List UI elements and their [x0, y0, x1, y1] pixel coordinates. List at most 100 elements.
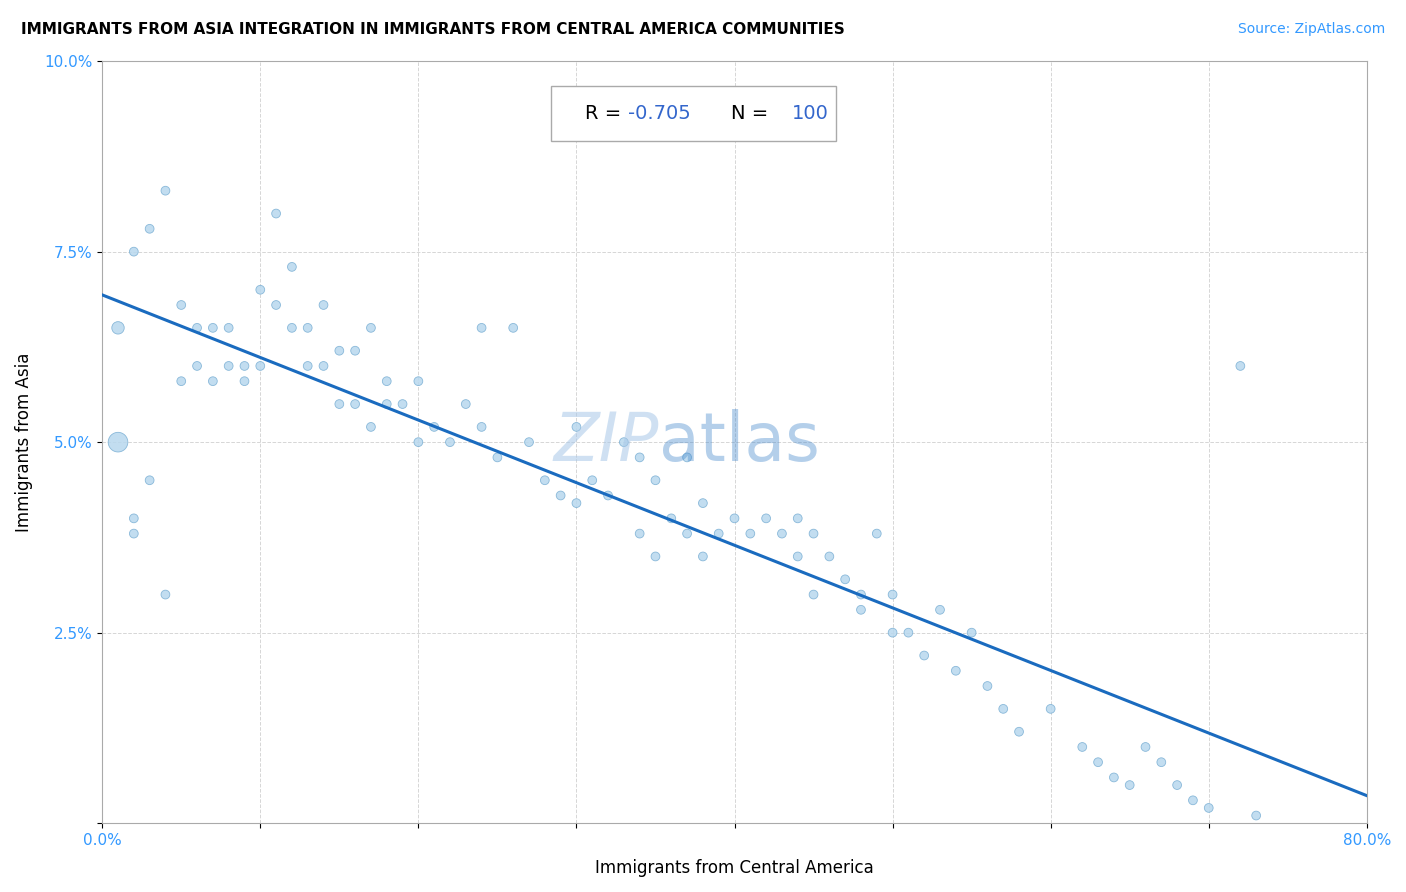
Text: R =: R =: [585, 104, 627, 123]
Point: [581, 473, 603, 487]
Point: [692, 549, 714, 564]
Point: [1198, 801, 1220, 815]
Point: [993, 702, 1015, 716]
Point: [155, 184, 177, 198]
Point: [375, 374, 398, 388]
Point: [344, 343, 367, 358]
Point: [360, 321, 382, 335]
Point: [1039, 702, 1062, 716]
Point: [849, 603, 872, 617]
Point: [122, 244, 145, 259]
Point: [201, 321, 224, 335]
Point: [644, 549, 666, 564]
Point: [533, 473, 555, 487]
Point: [882, 588, 904, 602]
Point: [628, 526, 651, 541]
Point: [155, 588, 177, 602]
Point: [740, 526, 762, 541]
Text: ZIP: ZIP: [553, 409, 658, 475]
Point: [439, 435, 461, 450]
Point: [834, 572, 856, 586]
Point: [297, 321, 319, 335]
Point: [897, 625, 920, 640]
Point: [803, 526, 825, 541]
Point: [1135, 739, 1157, 754]
Point: [550, 488, 572, 502]
Point: [517, 435, 540, 450]
Point: [122, 511, 145, 525]
Point: [454, 397, 477, 411]
Point: [218, 321, 240, 335]
Point: [1087, 755, 1109, 769]
Text: IMMIGRANTS FROM ASIA INTEGRATION IN IMMIGRANTS FROM CENTRAL AMERICA COMMUNITIES: IMMIGRANTS FROM ASIA INTEGRATION IN IMMI…: [21, 22, 845, 37]
Point: [1008, 724, 1031, 739]
Point: [170, 374, 193, 388]
Point: [692, 496, 714, 510]
Point: [866, 526, 889, 541]
Point: [201, 374, 224, 388]
Point: [1244, 808, 1267, 822]
Point: [233, 374, 256, 388]
Point: [170, 298, 193, 312]
Point: [596, 488, 619, 502]
Text: N =: N =: [731, 104, 775, 123]
Point: [107, 321, 129, 335]
Text: -0.705: -0.705: [627, 104, 690, 123]
Point: [312, 359, 335, 373]
Point: [1181, 793, 1204, 807]
Point: [659, 511, 682, 525]
Point: [976, 679, 998, 693]
Point: [723, 511, 745, 525]
Point: [676, 526, 699, 541]
Point: [502, 321, 524, 335]
Point: [281, 321, 304, 335]
Point: [786, 549, 808, 564]
Point: [186, 321, 208, 335]
Point: [960, 625, 983, 640]
Point: [391, 397, 413, 411]
X-axis label: Immigrants from Central America: Immigrants from Central America: [595, 859, 875, 877]
Point: [312, 298, 335, 312]
Point: [375, 397, 398, 411]
Text: 100: 100: [792, 104, 830, 123]
Point: [423, 420, 446, 434]
Point: [233, 359, 256, 373]
Point: [1229, 359, 1251, 373]
Point: [882, 625, 904, 640]
Point: [945, 664, 967, 678]
Point: [628, 450, 651, 465]
Point: [264, 206, 287, 220]
Point: [803, 588, 825, 602]
Point: [249, 283, 271, 297]
Point: [755, 511, 778, 525]
Point: [107, 435, 129, 450]
Point: [344, 397, 367, 411]
Point: [613, 435, 636, 450]
Point: [1166, 778, 1188, 792]
Point: [328, 397, 350, 411]
Point: [471, 321, 494, 335]
Point: [707, 526, 730, 541]
Point: [818, 549, 841, 564]
FancyBboxPatch shape: [551, 87, 835, 141]
Point: [1118, 778, 1140, 792]
Point: [264, 298, 287, 312]
Point: [676, 450, 699, 465]
Point: [138, 473, 160, 487]
Point: [297, 359, 319, 373]
Point: [912, 648, 935, 663]
Point: [1071, 739, 1094, 754]
Point: [486, 450, 509, 465]
Point: [770, 526, 793, 541]
Point: [929, 603, 952, 617]
Point: [122, 526, 145, 541]
Y-axis label: Immigrants from Asia: Immigrants from Asia: [15, 352, 32, 532]
Point: [644, 473, 666, 487]
Point: [328, 343, 350, 358]
Point: [1150, 755, 1173, 769]
Point: [471, 420, 494, 434]
Point: [565, 420, 588, 434]
Point: [360, 420, 382, 434]
Point: [786, 511, 808, 525]
Point: [249, 359, 271, 373]
